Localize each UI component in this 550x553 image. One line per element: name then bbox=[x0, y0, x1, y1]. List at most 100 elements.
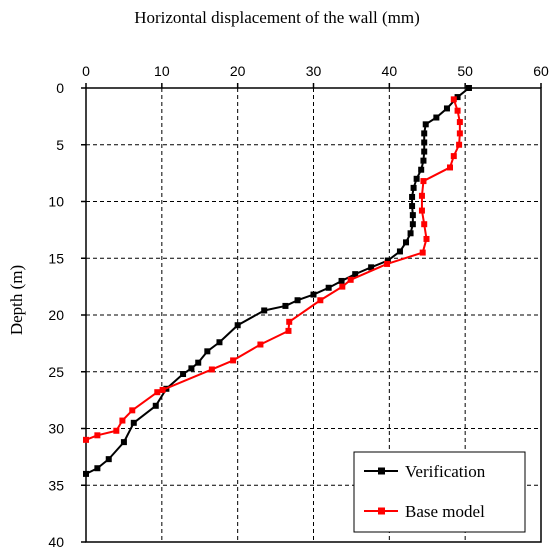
y-tick-label: 35 bbox=[48, 477, 64, 493]
data-point-verification bbox=[188, 365, 195, 372]
data-point-verification bbox=[421, 139, 428, 146]
x-tick-label: 50 bbox=[457, 63, 473, 79]
data-point-base-model bbox=[419, 249, 426, 256]
legend-label-verification: Verification bbox=[405, 462, 486, 481]
series-verification bbox=[83, 85, 472, 477]
data-point-base-model bbox=[420, 178, 427, 185]
x-axis-ticks: 0 10 20 30 40 50 60 bbox=[82, 63, 549, 88]
y-tick-label: 15 bbox=[48, 250, 64, 266]
y-axis-ticks: 0 5 10 15 20 25 30 35 40 bbox=[48, 80, 86, 550]
data-point-verification bbox=[410, 184, 417, 191]
data-point-verification bbox=[83, 470, 89, 477]
data-point-base-model bbox=[129, 407, 136, 414]
y-axis-title: Depth (m) bbox=[7, 265, 26, 335]
data-point-verification bbox=[234, 322, 241, 329]
data-point-verification bbox=[338, 277, 345, 284]
data-point-base-model bbox=[230, 357, 237, 364]
data-point-verification bbox=[195, 359, 202, 366]
y-tick-label: 30 bbox=[48, 421, 64, 437]
data-point-base-model bbox=[347, 276, 354, 283]
data-point-base-model bbox=[119, 417, 126, 424]
legend-label-base-model: Base model bbox=[405, 502, 485, 521]
data-point-base-model bbox=[454, 107, 461, 114]
x-tick-label: 10 bbox=[154, 63, 170, 79]
data-point-base-model bbox=[94, 432, 101, 439]
data-point-verification bbox=[407, 230, 414, 237]
x-tick-label: 30 bbox=[306, 63, 322, 79]
data-point-verification bbox=[465, 85, 472, 91]
data-point-base-model bbox=[285, 327, 292, 334]
data-point-base-model bbox=[208, 366, 215, 373]
data-point-verification bbox=[384, 257, 391, 264]
data-point-verification bbox=[216, 339, 223, 346]
data-point-verification bbox=[325, 284, 332, 291]
data-point-verification bbox=[413, 175, 420, 182]
y-tick-label: 0 bbox=[56, 80, 64, 96]
data-point-verification bbox=[403, 239, 410, 246]
data-point-base-model bbox=[418, 192, 425, 199]
x-tick-label: 40 bbox=[382, 63, 398, 79]
data-point-base-model bbox=[286, 318, 293, 325]
data-point-base-model bbox=[317, 297, 324, 304]
data-point-base-model bbox=[339, 283, 346, 290]
data-point-base-model bbox=[456, 119, 463, 126]
series-line-base-model bbox=[85, 99, 461, 441]
legend-box bbox=[353, 451, 526, 533]
x-tick-label: 0 bbox=[82, 63, 90, 79]
data-point-verification bbox=[352, 271, 359, 278]
data-point-verification bbox=[294, 297, 301, 304]
legend-marker-base-model bbox=[378, 507, 385, 515]
data-point-verification bbox=[409, 193, 416, 200]
series-layer bbox=[83, 85, 472, 477]
data-point-verification bbox=[204, 348, 211, 355]
data-point-verification bbox=[180, 371, 187, 378]
y-tick-label: 40 bbox=[48, 534, 64, 550]
y-tick-label: 10 bbox=[48, 194, 64, 210]
y-tick-label: 5 bbox=[56, 137, 64, 153]
data-point-base-model bbox=[113, 427, 120, 434]
data-point-base-model bbox=[384, 260, 391, 267]
data-point-verification bbox=[94, 465, 101, 472]
data-point-base-model bbox=[83, 436, 89, 443]
data-point-base-model bbox=[450, 96, 457, 103]
legend: Verification Base model bbox=[353, 451, 526, 533]
data-point-verification bbox=[152, 402, 159, 409]
x-tick-label: 20 bbox=[230, 63, 246, 79]
series-line-verification bbox=[85, 87, 470, 475]
data-point-verification bbox=[409, 203, 416, 210]
data-point-verification bbox=[418, 166, 425, 173]
data-point-verification bbox=[368, 264, 375, 271]
data-point-verification bbox=[433, 114, 440, 121]
data-point-verification bbox=[310, 291, 317, 298]
data-point-base-model bbox=[154, 389, 161, 396]
data-point-verification bbox=[409, 221, 416, 228]
series-base-model bbox=[83, 96, 463, 443]
data-point-verification bbox=[282, 302, 289, 309]
data-point-base-model bbox=[423, 235, 430, 242]
data-point-base-model bbox=[418, 207, 425, 214]
data-point-base-model bbox=[447, 164, 453, 171]
data-point-verification bbox=[409, 212, 416, 219]
y-tick-label: 20 bbox=[48, 307, 64, 323]
data-point-verification bbox=[420, 157, 427, 164]
data-point-verification bbox=[422, 121, 429, 128]
data-point-base-model bbox=[456, 141, 463, 148]
legend-marker-verification bbox=[378, 467, 385, 475]
data-point-base-model bbox=[159, 386, 166, 393]
data-point-verification bbox=[105, 456, 112, 463]
data-point-verification bbox=[261, 307, 268, 314]
data-point-verification bbox=[130, 419, 137, 426]
data-point-base-model bbox=[257, 341, 264, 348]
data-point-verification bbox=[120, 439, 127, 446]
data-point-verification bbox=[396, 248, 403, 255]
x-tick-label: 60 bbox=[533, 63, 549, 79]
data-point-verification bbox=[454, 94, 461, 101]
data-point-base-model bbox=[450, 153, 457, 160]
y-tick-label: 25 bbox=[48, 364, 64, 380]
data-point-verification bbox=[421, 148, 428, 155]
data-point-verification bbox=[443, 105, 450, 112]
x-axis-title: Horizontal displacement of the wall (mm) bbox=[134, 8, 420, 27]
data-point-base-model bbox=[456, 130, 463, 137]
data-point-verification bbox=[421, 130, 428, 137]
